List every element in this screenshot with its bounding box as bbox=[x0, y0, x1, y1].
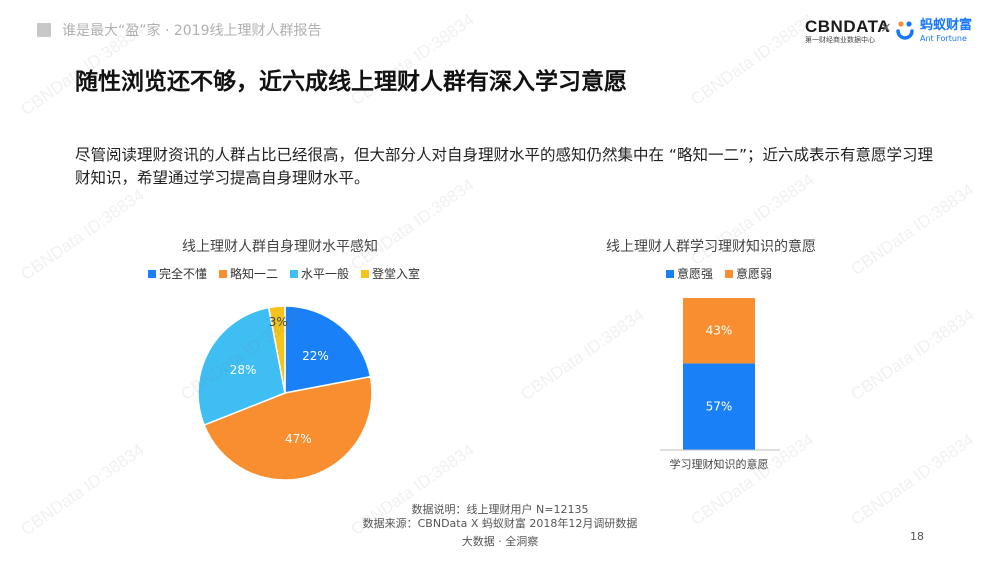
legend-swatch bbox=[290, 269, 299, 278]
watermark: CBNData ID:38834 bbox=[687, 10, 818, 110]
bar-chart: 57% 43% 学习理财知识的意愿 bbox=[660, 298, 780, 471]
pie-data-label: 22% bbox=[302, 349, 329, 363]
report-title: 谁是最大“盈”家 · 2019线上理财人群报告 bbox=[62, 23, 322, 39]
pie-slice bbox=[267, 305, 286, 394]
bar-data-label: 43% bbox=[706, 324, 733, 338]
pie-legend-item: 完全不懂 bbox=[148, 265, 207, 282]
legend-swatch bbox=[361, 269, 370, 278]
pie-chart-title: 线上理财人群自身理财水平感知 bbox=[182, 239, 378, 255]
legend-swatch bbox=[725, 269, 734, 278]
legend-swatch bbox=[219, 269, 228, 278]
legend-label: 略知一二 bbox=[230, 267, 279, 281]
pie-slice bbox=[197, 306, 286, 427]
bar-data-label: 57% bbox=[706, 400, 733, 414]
watermark: CBNData ID:38834 bbox=[347, 175, 478, 275]
watermark: CBNData ID:38834 bbox=[517, 305, 648, 405]
pie-data-label: 3% bbox=[269, 315, 288, 329]
legend-label: 完全不懂 bbox=[159, 267, 208, 281]
bar-legend-item: 意愿弱 bbox=[725, 265, 772, 282]
pie-data-label: 47% bbox=[285, 432, 312, 446]
cbndata-logo: CBNDATA 第一财经商业数据中心 bbox=[805, 17, 891, 45]
legend-label: 意愿强 bbox=[677, 267, 714, 281]
page-number: 18 bbox=[910, 530, 924, 543]
pie-chart: 22% 47% 28% 3% bbox=[197, 305, 373, 481]
legend-swatch bbox=[666, 269, 674, 278]
bar-segment bbox=[683, 298, 755, 364]
bar-segment bbox=[683, 363, 755, 450]
ant-fortune-logo: 蚂蚁财富 Ant Fortune bbox=[920, 18, 972, 44]
watermark: CBNData ID:38834 bbox=[17, 185, 148, 285]
legend-label: 意愿弱 bbox=[736, 267, 773, 281]
pie-data-label: 28% bbox=[230, 363, 257, 377]
logo-separator: × bbox=[880, 20, 892, 36]
footer-slogan: 大数据 · 全洞察 bbox=[461, 535, 539, 548]
bar-chart-title: 线上理财人群学习理财知识的意愿 bbox=[606, 239, 816, 255]
bar-category-label: 学习理财知识的意愿 bbox=[670, 457, 769, 471]
data-note: 数据说明：线上理财用户 N=12135 bbox=[411, 503, 589, 516]
cbndata-logo-subtitle: 第一财经商业数据中心 bbox=[805, 36, 875, 44]
ant-fortune-logo-text: 蚂蚁财富 bbox=[920, 18, 973, 33]
legend-label: 登堂入室 bbox=[372, 267, 421, 281]
pie-slice bbox=[203, 375, 373, 481]
page-description: 尽管阅读理财资讯的人群占比已经很高，但大部分人对自身理财水平的感知仍然集中在 “… bbox=[75, 146, 933, 187]
bar-legend-item: 意愿强 bbox=[666, 265, 713, 282]
ant-fortune-logo-subtitle: Ant Fortune bbox=[920, 34, 967, 43]
page-title: 随性浏览还不够，近六成线上理财人群有深入学习意愿 bbox=[75, 69, 627, 95]
pie-legend-item: 登堂入室 bbox=[361, 265, 420, 282]
pie-legend-item: 略知一二 bbox=[219, 265, 278, 282]
ant-fortune-icon bbox=[896, 21, 914, 40]
watermark: CBNData ID:38834 bbox=[847, 180, 978, 280]
bar-legend: 意愿强 意愿弱 bbox=[666, 265, 772, 282]
watermark: CBNData ID:38834 bbox=[847, 305, 978, 405]
cbndata-logo-text: CBNDATA bbox=[805, 17, 891, 36]
legend-label: 水平一般 bbox=[301, 267, 350, 281]
legend-swatch bbox=[148, 269, 156, 278]
header-square-icon bbox=[37, 23, 51, 37]
pie-legend-item: 水平一般 bbox=[290, 265, 349, 282]
pie-legend: 完全不懂 略知一二 水平一般 登堂入室 bbox=[148, 265, 420, 282]
data-source: 数据来源：CBNData X 蚂蚁财富 2018年12月调研数据 bbox=[362, 517, 638, 530]
pie-slice bbox=[284, 305, 372, 394]
